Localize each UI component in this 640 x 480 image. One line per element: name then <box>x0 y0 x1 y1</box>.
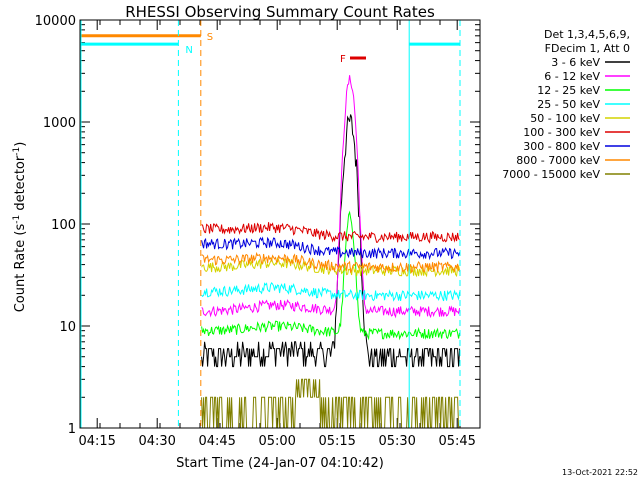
legend-label: 12 - 25 keV <box>537 84 600 97</box>
y-tick-label: 1000 <box>43 116 76 131</box>
y-tick-label: 1 <box>68 422 76 437</box>
x-tick-label: 05:00 <box>258 434 295 449</box>
legend-label: 50 - 100 keV <box>530 112 600 125</box>
x-tick-label: 05:15 <box>318 434 355 449</box>
series-line-4 <box>201 282 461 302</box>
legend-label: 100 - 300 keV <box>523 126 600 139</box>
flag-n-label: N <box>185 45 192 56</box>
series-line-1 <box>201 114 461 368</box>
legend-label: 6 - 12 keV <box>544 70 600 83</box>
y-tick-label: 10 <box>59 320 76 335</box>
series-line-2 <box>201 75 461 319</box>
series-line-7 <box>201 236 461 261</box>
legend-header-line: FDecim 1, Att 0 <box>545 42 630 55</box>
x-tick-label: 05:45 <box>438 434 475 449</box>
x-tick-label: 04:15 <box>78 434 115 449</box>
series-lines <box>201 75 461 429</box>
flag-markers: S N F <box>80 32 460 65</box>
legend-label: 25 - 50 keV <box>537 98 600 111</box>
legend-label: 3 - 6 keV <box>551 56 600 69</box>
axis-ticks: 04:15 04:30 04:45 05:00 05:15 05:30 05:45 1 10 10… <box>35 14 481 449</box>
y-tick-label: 10000 <box>35 14 76 29</box>
x-tick-label: 05:30 <box>378 434 415 449</box>
legend: Det 1,3,4,5,6,9,FDecim 1, Att 03 - 6 keV… <box>502 28 630 181</box>
series-line-3 <box>201 210 461 341</box>
legend-label: 800 - 7000 keV <box>516 154 600 167</box>
y-axis-label: Count Rate (s-1 detector-1) <box>12 142 28 313</box>
x-axis-label: Start Time (24-Jan-07 04:10:42) <box>176 456 384 471</box>
plot-frame <box>79 19 481 429</box>
legend-label: 7000 - 15000 keV <box>502 168 600 181</box>
x-tick-label: 04:45 <box>198 434 235 449</box>
interval-lines <box>80 20 461 428</box>
chart-title: RHESSI Observing Summary Count Rates <box>125 3 435 21</box>
y-tick-label: 100 <box>51 218 76 233</box>
legend-label: 300 - 800 keV <box>523 140 600 153</box>
x-tick-label: 04:30 <box>138 434 175 449</box>
legend-header-line: Det 1,3,4,5,6,9, <box>544 28 630 41</box>
series-line-9 <box>201 378 460 429</box>
series-line-6 <box>201 222 460 244</box>
series-line-8 <box>201 251 460 274</box>
flag-f-label: F <box>340 54 346 65</box>
timestamp: 13-Oct-2021 22:52 <box>562 468 638 477</box>
flag-s-label: S <box>207 32 213 43</box>
